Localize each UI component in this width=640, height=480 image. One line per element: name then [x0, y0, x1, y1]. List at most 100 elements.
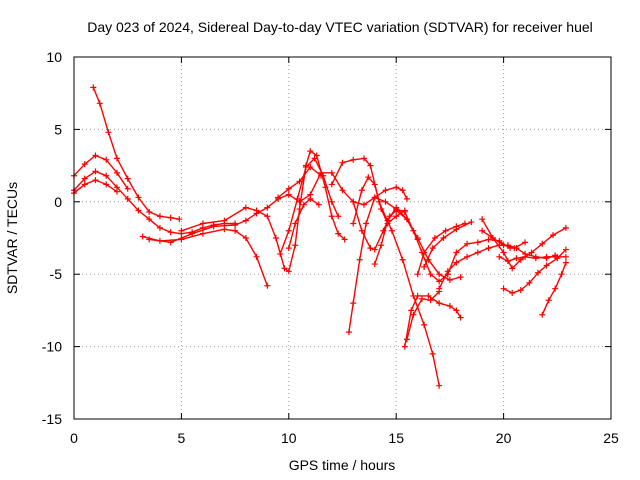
data-point [410, 311, 417, 318]
data-point [496, 253, 503, 260]
data-point [485, 236, 492, 243]
data-point [509, 290, 516, 297]
series-arc-26 [500, 246, 569, 297]
series-arc-15 [371, 204, 421, 268]
data-point [436, 300, 443, 307]
data-point [135, 207, 142, 214]
series-arc-2 [71, 152, 131, 192]
data-point [436, 285, 443, 292]
data-point [339, 187, 346, 194]
series-arc-9 [275, 164, 325, 201]
data-point [167, 229, 174, 236]
series-arc-10 [285, 195, 322, 252]
data-point [436, 278, 443, 285]
data-point [399, 256, 406, 263]
data-point [522, 250, 529, 257]
data-point [294, 195, 301, 202]
data-point [446, 303, 453, 310]
data-point [485, 245, 492, 252]
data-point [534, 269, 541, 276]
data-point [453, 259, 460, 266]
data-point [382, 198, 389, 205]
data-point [350, 300, 357, 307]
data-point [307, 148, 314, 155]
data-point [335, 230, 342, 237]
data-point [96, 100, 103, 107]
data-point [543, 262, 550, 269]
data-point [105, 129, 112, 136]
data-point [275, 194, 282, 201]
x-tick-label: 5 [178, 430, 186, 446]
x-tick-label: 10 [281, 430, 297, 446]
data-point [285, 268, 292, 275]
series-arc-1 [90, 84, 183, 223]
data-point [315, 201, 322, 208]
data-point [296, 178, 303, 185]
data-point [427, 271, 434, 278]
y-tick-label: -15 [42, 411, 62, 427]
data-point [363, 220, 370, 227]
series-line [181, 150, 346, 272]
data-point [421, 249, 428, 256]
data-point [436, 271, 443, 278]
series-line [279, 157, 339, 255]
data-point [328, 181, 335, 188]
series-arc-21 [444, 236, 514, 278]
data-series [71, 84, 569, 389]
data-point [356, 256, 363, 263]
series-arc-4 [71, 177, 120, 197]
data-point [552, 285, 559, 292]
data-point [408, 307, 415, 314]
data-point [457, 274, 464, 281]
data-point [264, 282, 271, 289]
data-point [124, 185, 131, 192]
data-point [558, 271, 565, 278]
data-point [393, 204, 400, 211]
data-point [382, 187, 389, 194]
data-point [285, 191, 292, 198]
series-arc-16 [401, 292, 464, 350]
data-point [384, 217, 391, 224]
data-point [393, 213, 400, 220]
data-point [464, 253, 471, 260]
data-point [242, 217, 249, 224]
data-point [358, 227, 365, 234]
data-point [167, 214, 174, 221]
series-arc-13 [328, 155, 443, 389]
data-point [113, 169, 120, 176]
data-point [371, 246, 378, 253]
data-point [92, 177, 99, 184]
y-tick-label: 5 [54, 121, 62, 137]
data-point [453, 307, 460, 314]
data-point [360, 201, 367, 208]
data-point [543, 255, 550, 262]
data-point [210, 223, 217, 230]
series-arc-23 [479, 216, 569, 272]
series-arc-8 [277, 155, 342, 257]
data-point [156, 213, 163, 220]
data-point [414, 292, 421, 299]
data-point [178, 227, 185, 234]
data-point [403, 195, 410, 202]
data-point [189, 230, 196, 237]
data-point [474, 249, 481, 256]
data-point [277, 250, 284, 257]
y-tick-label: 0 [54, 194, 62, 210]
data-point [232, 227, 239, 234]
series-line [374, 206, 419, 265]
data-point [414, 271, 421, 278]
data-point [90, 84, 97, 91]
x-tick-label: 25 [603, 430, 619, 446]
data-point [242, 235, 249, 241]
y-tick-label: 10 [46, 49, 62, 65]
data-point [113, 155, 120, 162]
data-point [307, 195, 314, 202]
data-point [146, 236, 153, 243]
data-point [285, 227, 292, 234]
data-point [221, 226, 228, 233]
data-point [264, 213, 271, 220]
data-point [360, 155, 367, 162]
series-line [404, 295, 462, 347]
data-point [253, 207, 260, 214]
data-point [376, 198, 383, 205]
